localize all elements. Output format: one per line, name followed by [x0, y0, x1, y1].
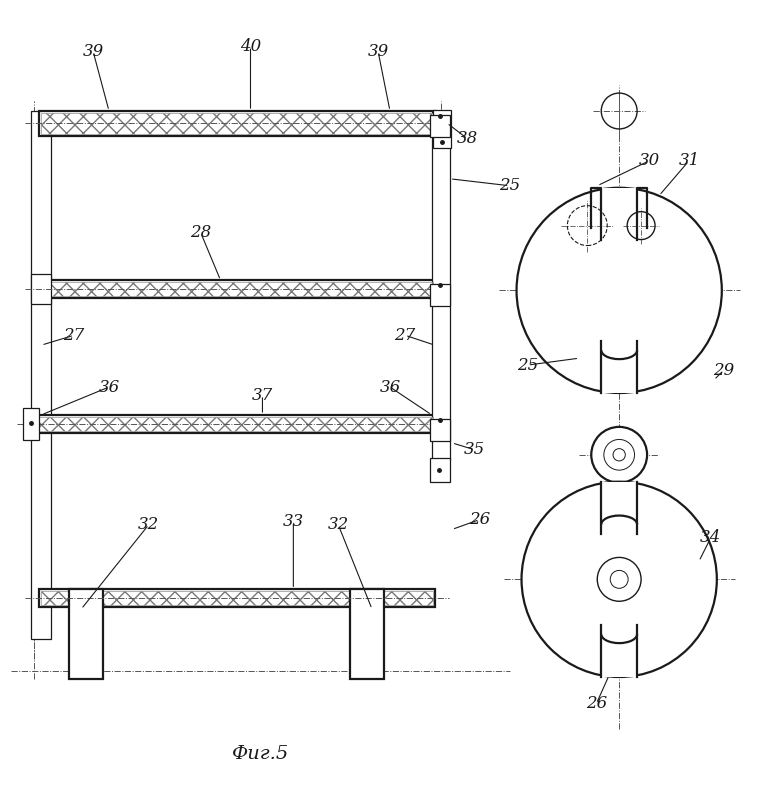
Bar: [41, 282, 433, 296]
Text: 39: 39: [83, 43, 104, 60]
Text: 38: 38: [457, 130, 478, 148]
Bar: [39, 589, 434, 608]
Text: 29: 29: [713, 362, 735, 378]
Circle shape: [591, 427, 647, 483]
Bar: [601, 341, 637, 393]
Bar: [69, 589, 103, 679]
Bar: [31, 111, 51, 639]
Text: 27: 27: [395, 327, 416, 344]
Bar: [430, 284, 450, 307]
Text: 26: 26: [469, 511, 491, 528]
Bar: [601, 482, 637, 533]
Text: 32: 32: [138, 516, 159, 533]
Bar: [601, 625, 637, 677]
Text: 33: 33: [282, 513, 304, 530]
Bar: [23, 408, 39, 440]
Bar: [41, 591, 433, 605]
Bar: [39, 111, 434, 136]
Bar: [350, 589, 384, 679]
Bar: [39, 280, 434, 299]
Bar: [430, 457, 450, 482]
Text: 25: 25: [517, 356, 538, 374]
Text: 27: 27: [63, 327, 85, 344]
Text: 37: 37: [252, 386, 273, 404]
Text: 39: 39: [367, 43, 388, 60]
Text: 36: 36: [379, 378, 401, 396]
Bar: [31, 274, 51, 304]
Text: 36: 36: [98, 378, 119, 396]
Bar: [430, 115, 450, 137]
Bar: [601, 188, 637, 239]
Text: 32: 32: [328, 516, 349, 533]
Bar: [41, 113, 433, 134]
Circle shape: [522, 482, 717, 677]
Text: 34: 34: [700, 529, 722, 546]
Bar: [34, 417, 433, 431]
Text: 31: 31: [679, 152, 700, 169]
Text: 26: 26: [586, 695, 607, 713]
Bar: [433, 110, 451, 148]
Text: 40: 40: [240, 38, 261, 55]
Text: Фиг.5: Фиг.5: [232, 745, 289, 762]
Bar: [432, 111, 450, 460]
Bar: [430, 419, 450, 441]
Bar: [31, 415, 434, 433]
Text: 28: 28: [190, 224, 211, 241]
Circle shape: [516, 188, 722, 393]
Text: 30: 30: [639, 152, 660, 169]
Text: 25: 25: [499, 177, 520, 194]
Text: 35: 35: [464, 442, 485, 458]
